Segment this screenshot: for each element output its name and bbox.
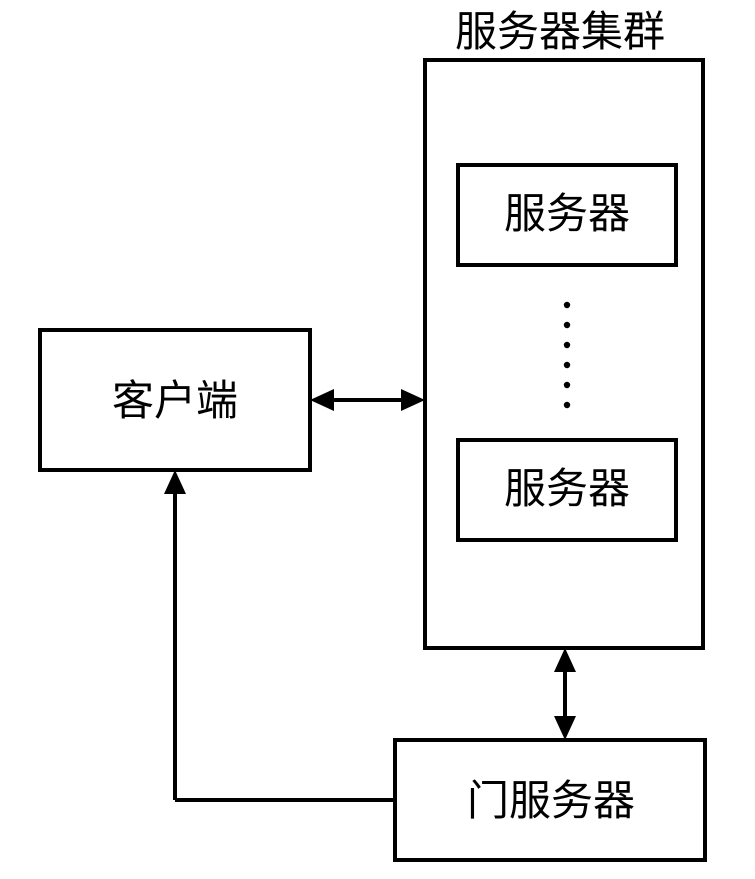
server-label-2: 服务器 [504, 467, 630, 513]
arrowhead [554, 716, 576, 740]
ellipsis-dot [564, 302, 570, 308]
arrowhead [554, 648, 576, 672]
arrowhead [310, 389, 334, 411]
ellipsis-dot [564, 402, 570, 408]
ellipsis-dot [564, 382, 570, 388]
cluster-title: 服务器集群 [455, 10, 665, 56]
diagram-canvas: 服务器集群服务器服务器客户端门服务器 [0, 0, 755, 879]
arrowhead [164, 470, 186, 494]
ellipsis-dot [564, 342, 570, 348]
server-cluster-box [425, 60, 703, 648]
arrowhead [401, 389, 425, 411]
gate-server-label: 门服务器 [467, 779, 635, 825]
client-label: 客户端 [112, 378, 238, 425]
server-label-1: 服务器 [504, 192, 630, 238]
ellipsis-dot [564, 322, 570, 328]
ellipsis-dot [564, 362, 570, 368]
